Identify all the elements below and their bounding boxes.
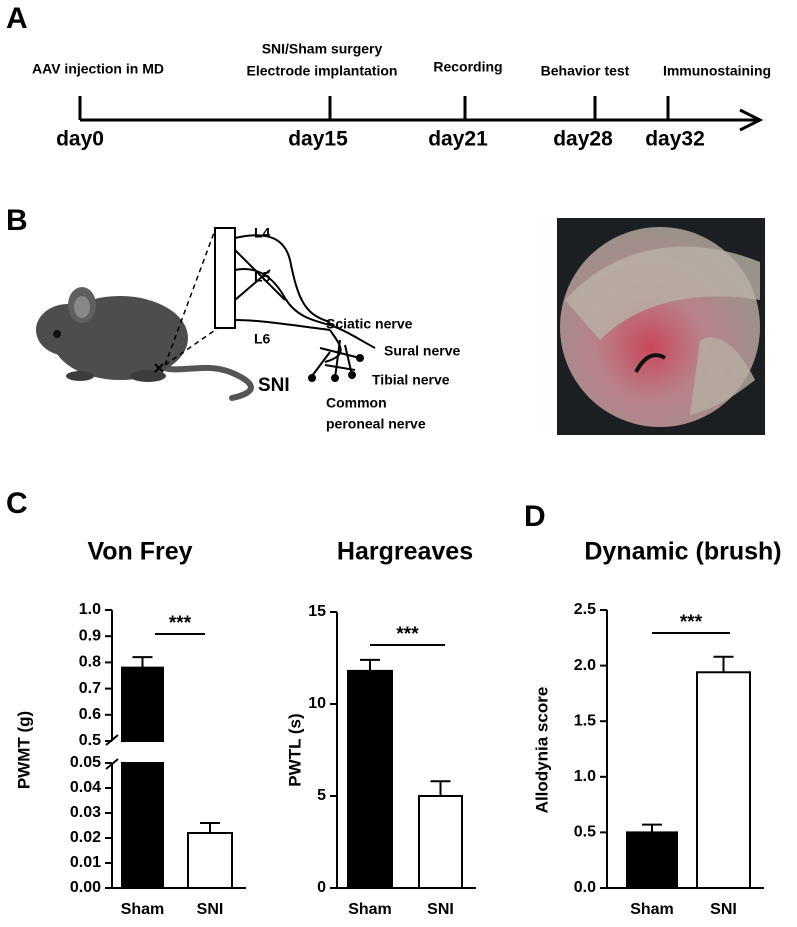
y-axis-label: PWMT (g) — [14, 711, 33, 789]
arrow-head — [739, 108, 764, 132]
event-label: AAV injection in MD — [32, 61, 164, 77]
event-label: Behavior test — [541, 63, 630, 79]
day-label: day0 — [56, 128, 104, 151]
y-tick-label: 0.03 — [70, 804, 101, 821]
timeline — [80, 108, 764, 132]
diagram-label: Sciatic nerve — [326, 316, 413, 332]
chart-title: Hargreaves — [337, 538, 473, 566]
y-tick-label: 15 — [308, 603, 326, 620]
y-tick-label: 0.7 — [79, 680, 101, 697]
y-tick-label: 1.0 — [574, 768, 596, 785]
y-tick-label: 1.5 — [574, 712, 596, 729]
mouse-illustration — [36, 287, 254, 401]
y-tick-label: 0.00 — [70, 879, 101, 896]
nerve-diagram — [164, 227, 376, 382]
y-tick-label: 0.5 — [79, 732, 101, 749]
bar — [696, 671, 751, 889]
day-label: day28 — [553, 128, 613, 151]
event-label: Recording — [433, 59, 502, 75]
panel-label: A — [6, 2, 28, 35]
y-tick-label: 0 — [317, 879, 326, 896]
significance-label: *** — [396, 624, 419, 645]
panel-label: D — [524, 500, 546, 533]
panel-label: C — [6, 487, 28, 520]
y-tick-label: 10 — [308, 695, 326, 712]
significance-label: *** — [169, 613, 192, 634]
bar — [626, 831, 678, 890]
break-mark — [105, 734, 119, 746]
diagram-label: L4 — [254, 225, 271, 241]
y-tick-label: 0.8 — [79, 654, 101, 671]
diagram-label: Common — [326, 395, 387, 411]
bar — [121, 666, 164, 890]
x-tick-label: Sham — [630, 901, 674, 918]
bar — [347, 669, 393, 889]
chart-title: Dynamic (brush) — [584, 538, 781, 566]
x-tick-label: Sham — [121, 901, 165, 918]
y-tick-label: 1.0 — [79, 601, 101, 618]
diagram-label: L6 — [254, 331, 271, 347]
chart-title: Von Frey — [87, 538, 192, 566]
event-label: SNI/Sham surgery — [262, 41, 383, 57]
diagram-label: Tibial nerve — [372, 372, 450, 388]
axis-break-gap — [104, 742, 236, 762]
diagram-label: L5 — [254, 269, 271, 285]
day-label: day32 — [645, 128, 705, 151]
y-axis-label: Allodynia score — [532, 687, 551, 814]
event-label: Immunostaining — [663, 63, 771, 79]
x-tick-label: SNI — [427, 901, 454, 918]
day-label: day21 — [428, 128, 488, 151]
significance-label: *** — [680, 612, 703, 633]
bar — [187, 832, 233, 889]
break-mark — [105, 758, 119, 770]
diagram-label: SNI — [258, 375, 290, 396]
y-tick-label: 2.0 — [574, 657, 596, 674]
y-tick-label: 0.01 — [70, 854, 101, 871]
bar — [418, 795, 463, 889]
x-tick-label: SNI — [197, 901, 224, 918]
day-label: day15 — [288, 128, 348, 151]
x-tick-label: SNI — [710, 901, 737, 918]
y-tick-label: 2.5 — [574, 601, 596, 618]
y-tick-label: 5 — [317, 787, 326, 804]
y-tick-label: 0.02 — [70, 829, 101, 846]
y-tick-label: 0.9 — [79, 627, 101, 644]
surgery-photo — [557, 218, 765, 435]
y-axis-label: PWTL (s) — [285, 713, 304, 786]
y-tick-label: 0.05 — [70, 754, 101, 771]
diagram-label: peroneal nerve — [326, 416, 426, 432]
diagram-label: Sural nerve — [384, 343, 460, 359]
panel-label: B — [6, 204, 28, 237]
y-tick-label: 0.0 — [574, 879, 596, 896]
event-label: Electrode implantation — [247, 63, 398, 79]
x-tick-label: Sham — [348, 901, 392, 918]
y-tick-label: 0.04 — [70, 779, 101, 796]
y-tick-label: 0.5 — [574, 824, 596, 841]
y-tick-label: 0.6 — [79, 706, 101, 723]
